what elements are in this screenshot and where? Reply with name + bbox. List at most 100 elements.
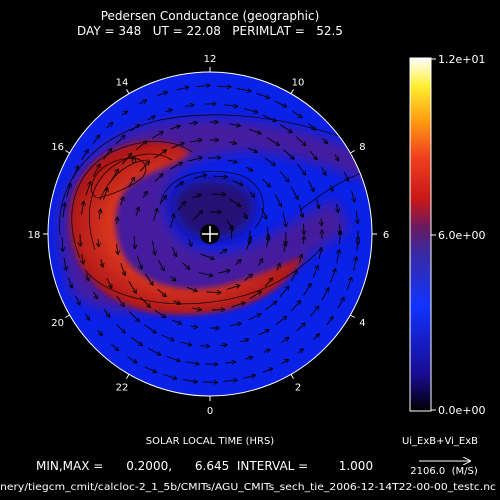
flow-vector <box>72 166 78 179</box>
flow-vector <box>308 180 314 191</box>
flow-vector <box>246 166 252 171</box>
flow-vector <box>144 324 156 333</box>
flow-vector <box>203 382 217 383</box>
flow-vector <box>184 105 194 107</box>
flow-vector <box>75 295 80 304</box>
flow-vector <box>166 356 179 362</box>
flow-vector <box>117 244 119 254</box>
flow-vector <box>330 269 336 283</box>
flow-vector <box>321 218 322 226</box>
hour-label-22: 22 <box>116 382 129 393</box>
flow-vector <box>128 311 139 322</box>
flow-vector <box>154 309 165 317</box>
hour-tick-10 <box>290 89 294 94</box>
flow-vector <box>82 202 84 215</box>
flow-vector <box>170 126 179 130</box>
colorbar-min-label: 0.0e+00 <box>438 404 485 417</box>
flow-vector <box>175 182 183 188</box>
flow-vector <box>188 157 202 162</box>
flow-vector <box>319 248 321 259</box>
flow-vector <box>130 125 139 132</box>
flow-vector <box>322 137 327 143</box>
flow-vector <box>243 108 257 113</box>
flow-vector <box>66 184 71 198</box>
flow-vector <box>120 263 125 275</box>
flow-vector <box>351 190 355 202</box>
flow-vector <box>81 150 88 161</box>
vector-legend-value: 2106.0 (M/S) <box>410 466 478 477</box>
flow-vector <box>296 323 305 332</box>
flow-vector <box>274 194 282 206</box>
flow-vector <box>186 286 197 291</box>
flow-vector <box>220 345 226 346</box>
flow-vector <box>290 186 298 199</box>
flow-vector <box>211 194 226 195</box>
flow-vector <box>99 210 101 220</box>
flow-vector <box>139 162 149 172</box>
flow-vector <box>67 276 72 288</box>
flow-vector <box>163 374 177 379</box>
flow-vector <box>249 191 255 197</box>
hour-tick-4 <box>350 314 355 318</box>
flow-vector <box>262 369 273 373</box>
flow-vector <box>279 287 289 297</box>
flow-vector <box>134 235 135 248</box>
x-axis-label: SOLAR LOCAL TIME (HRS) <box>146 436 275 447</box>
flow-vector <box>258 259 263 267</box>
flow-vector <box>128 280 136 293</box>
hour-label-8: 8 <box>359 142 365 153</box>
flow-vector <box>92 164 100 177</box>
flow-vector <box>249 292 261 300</box>
flow-vector <box>106 278 111 288</box>
hour-tick-16 <box>65 150 70 154</box>
flow-vector <box>171 319 181 324</box>
flow-vector <box>300 255 302 263</box>
flow-vector <box>256 93 269 98</box>
flow-vector <box>280 338 289 344</box>
flow-vector <box>131 337 143 346</box>
polar-heatmap: 6 <box>47 71 373 397</box>
flow-vector <box>337 203 339 212</box>
flow-vector <box>227 160 237 162</box>
flow-vector <box>224 105 238 107</box>
flow-vector <box>110 170 118 182</box>
flow-vector <box>84 313 89 320</box>
peak-contour <box>90 157 147 199</box>
flow-vector <box>138 100 146 105</box>
flow-vector <box>262 114 276 121</box>
flow-vector <box>152 132 162 139</box>
red-crescent-region <box>69 141 305 315</box>
flow-vector <box>277 264 280 271</box>
flow-vector <box>313 334 319 341</box>
flow-vector <box>343 171 348 181</box>
flow-vector <box>280 360 288 365</box>
flow-vector <box>297 349 303 354</box>
colorbar-gradient <box>409 57 432 412</box>
flow-vector <box>136 255 142 269</box>
hour-label-18: 18 <box>28 230 41 241</box>
flow-vector <box>239 340 248 342</box>
flow-vector <box>309 150 317 159</box>
flow-vector <box>128 178 135 188</box>
flow-vector <box>219 250 227 255</box>
flow-vector <box>244 357 252 359</box>
flow-vector <box>171 143 184 149</box>
flow-vector <box>64 257 66 270</box>
flow-vector <box>115 136 125 145</box>
flow-vector <box>213 176 227 177</box>
flow-vector <box>206 292 221 293</box>
flow-vector <box>334 154 339 160</box>
flow-vector <box>116 324 125 332</box>
flow-vector <box>85 182 91 196</box>
hour-label-6: 6 <box>383 230 389 241</box>
flow-vector <box>127 356 136 363</box>
colorbar-mid-label: 6.0e+00 <box>438 229 485 242</box>
flow-vector <box>304 223 305 234</box>
flow-vector <box>321 288 329 301</box>
flow-vector <box>142 192 147 198</box>
flow-vector <box>229 323 241 326</box>
colorbar: 1.2e+01 6.0e+00 0.0e+00 <box>409 53 485 417</box>
flow-vector <box>180 341 191 345</box>
